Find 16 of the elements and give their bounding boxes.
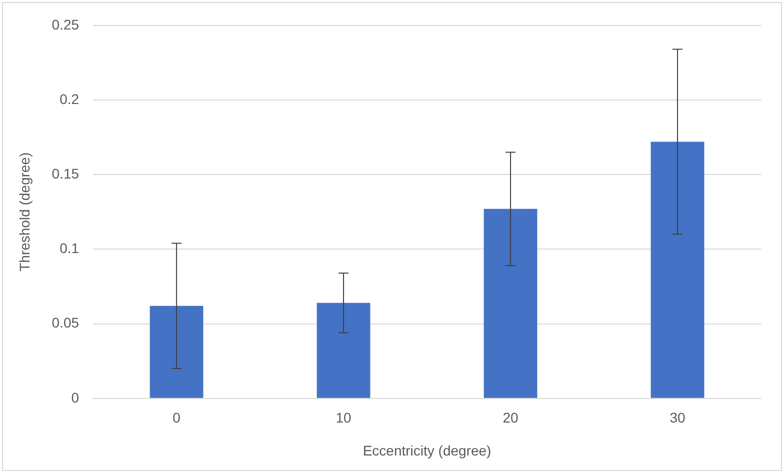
y-tick-label: 0.1 (60, 240, 80, 256)
x-tick-label: 30 (670, 410, 686, 426)
x-tick-label: 20 (502, 410, 519, 426)
y-axis-title: Threshold (degree) (16, 152, 32, 272)
y-tick-label: 0.05 (52, 314, 80, 331)
bar (150, 306, 204, 398)
y-tick-label: 0.2 (60, 90, 80, 107)
y-tick-label: 0.25 (52, 16, 80, 32)
bar (316, 302, 370, 398)
x-axis-title: Eccentricity (degree) (362, 442, 492, 458)
y-tick-label: 0.15 (52, 165, 80, 182)
bar (650, 142, 704, 398)
y-tick-label: 0 (71, 389, 80, 406)
x-tick-label: 0 (172, 410, 181, 426)
bar (484, 208, 538, 398)
x-tick-label: 10 (336, 410, 352, 426)
